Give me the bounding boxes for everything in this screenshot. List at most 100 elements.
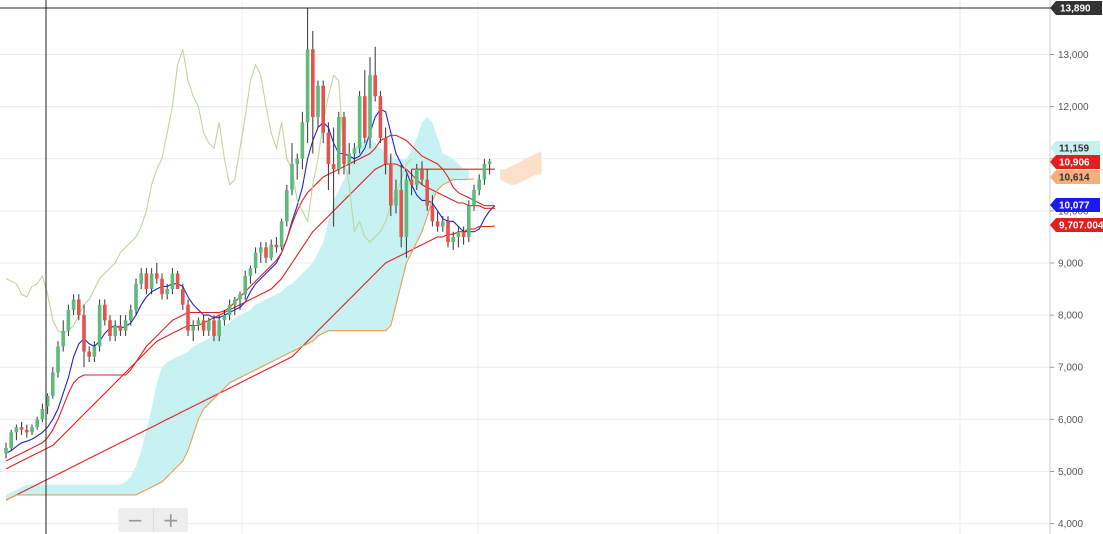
candle-body <box>77 299 81 316</box>
candle-body <box>415 169 419 185</box>
candle-body <box>425 179 429 206</box>
candle-body <box>389 163 393 206</box>
price-tag-bg <box>1050 198 1100 212</box>
candle-body <box>175 273 180 290</box>
candle-body <box>259 247 263 253</box>
candle-body <box>123 320 128 331</box>
price-tag-bg <box>1050 170 1100 184</box>
candle-body <box>129 309 133 321</box>
candle-body <box>4 448 8 454</box>
candle-body <box>97 304 102 347</box>
candle-body <box>155 273 159 279</box>
candle-body <box>435 221 440 227</box>
candle-body <box>227 304 232 316</box>
candle-body <box>352 148 357 154</box>
candle-body <box>295 158 299 164</box>
candle-body <box>30 427 34 433</box>
candle-body <box>118 325 123 331</box>
candle-body <box>9 432 13 449</box>
candle-body <box>409 179 414 185</box>
candle-body <box>347 153 351 164</box>
candle-body <box>40 408 45 420</box>
candle-body <box>383 137 388 164</box>
candle-body <box>196 320 201 326</box>
y-tick-label: 6,000 <box>1058 415 1083 426</box>
candle-body <box>25 429 29 433</box>
candle-body <box>56 346 60 373</box>
candle-body <box>92 346 97 357</box>
candle-body <box>144 273 149 290</box>
price-tag: 10,077 <box>1050 198 1100 212</box>
price-tag: 10,614 <box>1050 170 1100 184</box>
candle-body <box>311 49 315 118</box>
price-tag-bg <box>1050 141 1100 155</box>
price-tag: 9,707.004 <box>1050 218 1103 232</box>
y-tick-label: 9,000 <box>1058 258 1083 269</box>
zoom-in-button[interactable]: + <box>152 508 189 532</box>
indicator-line-0 <box>5 108 496 454</box>
candle-body <box>290 163 294 191</box>
candle-body <box>399 190 403 237</box>
candle-body <box>207 320 211 331</box>
candle-body <box>300 122 305 159</box>
candle-body <box>139 273 143 284</box>
candle-body <box>331 163 336 170</box>
candle-body <box>19 427 24 430</box>
candle-body <box>45 395 50 407</box>
candle-body <box>363 96 367 138</box>
candle-body <box>378 96 383 138</box>
candle-body <box>482 163 487 180</box>
price-tag: 11,159 <box>1050 141 1100 155</box>
price-tag-label: 10,614 <box>1059 173 1090 184</box>
price-tag-label: 10,077 <box>1059 201 1090 212</box>
candle-body <box>368 75 372 138</box>
candle-body <box>467 205 471 237</box>
candle-body <box>441 221 445 227</box>
candle-body <box>186 304 190 331</box>
crosshair-price-tag <box>1050 1 1102 15</box>
price-tag: 10,906 <box>1050 155 1100 169</box>
y-tick-label: 12,000 <box>1058 102 1089 113</box>
candle-body <box>191 325 195 331</box>
candle-body <box>404 179 409 237</box>
candle-body <box>373 75 377 97</box>
zoom-control: − + <box>118 508 188 532</box>
candle-body <box>248 268 253 277</box>
candle-body <box>160 278 164 295</box>
candle-body <box>61 330 65 347</box>
y-tick-label: 13,000 <box>1058 50 1089 61</box>
y-tick-label: 4,000 <box>1058 519 1083 530</box>
indicator-line-1 <box>5 134 495 462</box>
candle-body <box>14 427 19 433</box>
candle-body <box>212 320 216 336</box>
candle-body <box>285 190 289 222</box>
candle-body <box>51 372 55 396</box>
candle-body <box>472 190 476 206</box>
price-tag-label: 11,159 <box>1059 144 1089 155</box>
future-cloud-area <box>500 150 542 185</box>
candle-body <box>446 221 450 243</box>
candle-body <box>342 117 346 164</box>
price-tag-bg <box>1050 155 1100 169</box>
candle-body <box>238 294 242 300</box>
zoom-out-button[interactable]: − <box>126 508 144 532</box>
candle-body <box>279 221 284 248</box>
price-tags: 11,159 10,906 10,614 10,077 9,707.004 <box>1050 141 1103 232</box>
candle-body <box>357 96 362 149</box>
candle-body <box>394 190 398 206</box>
candle-body <box>71 299 76 310</box>
candle-body <box>305 49 310 123</box>
candle-body <box>477 179 481 191</box>
price-tag-label: 9,707.004 <box>1059 221 1103 232</box>
candle-body <box>82 315 86 352</box>
candles <box>4 8 492 459</box>
candle-body <box>487 161 492 164</box>
candle-body <box>35 419 39 428</box>
candle-body <box>233 299 237 305</box>
candle-body <box>264 247 268 258</box>
candle-body <box>201 320 206 331</box>
candle-body <box>87 351 91 357</box>
candle-body <box>326 132 331 164</box>
